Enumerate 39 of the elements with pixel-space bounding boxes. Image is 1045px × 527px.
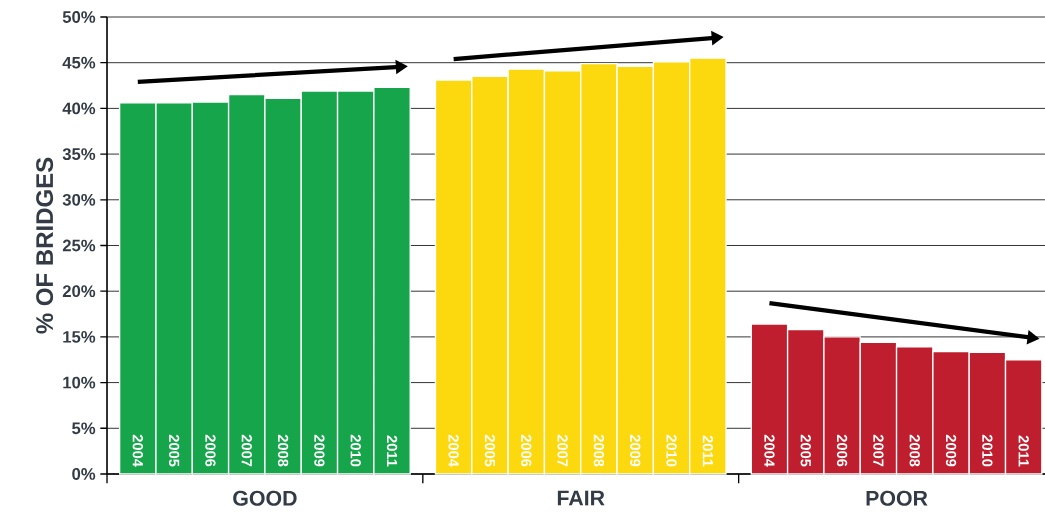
text: 2010 — [982, 434, 993, 467]
y-tick-label: 5% — [72, 422, 96, 435]
x-tick-label: POOR — [866, 490, 928, 506]
y-tick-label: 20% — [62, 285, 96, 298]
series-label: 2010 — [350, 434, 361, 467]
text: 2006 — [836, 434, 848, 467]
y-tick-label: 45% — [62, 56, 96, 69]
text: 2006 — [521, 434, 532, 467]
text: 2007 — [557, 434, 568, 467]
y-tick-label: 40% — [62, 102, 96, 115]
text: 2010 — [666, 434, 677, 467]
y-tick-label: 35% — [62, 148, 96, 161]
text: 2005 — [484, 434, 496, 467]
y-tick-label: 15% — [63, 331, 96, 343]
series-label: 2006 — [205, 434, 216, 467]
series-label: 2011 — [386, 435, 398, 467]
text: 2011 — [1018, 435, 1029, 467]
text: 2005 — [800, 434, 811, 467]
text: 2008 — [593, 434, 605, 467]
series-label: 2007 — [241, 434, 252, 467]
y-tick-label: 10% — [63, 376, 96, 389]
text: 2009 — [630, 434, 641, 467]
y-tick-label: 0% — [72, 468, 96, 480]
y-tick-label: 50% — [62, 11, 96, 23]
series-label: 2009 — [314, 434, 325, 467]
x-tick-label: GOOD — [233, 490, 297, 506]
text: 2007 — [873, 434, 884, 467]
y-tick-label: 30% — [62, 193, 96, 206]
text: 2004 — [448, 434, 459, 467]
text: 2009 — [945, 434, 957, 467]
series-label: 2004 — [132, 434, 143, 467]
series-label: 2008 — [277, 434, 289, 467]
text: 2004 — [764, 434, 775, 467]
text: 2008 — [909, 434, 920, 467]
x-tick-label: FAIR — [557, 490, 605, 506]
y-tick-label: 25% — [62, 239, 96, 252]
y-axis-title: % OF BRIDGES — [36, 157, 54, 334]
text: 2011 — [702, 435, 714, 467]
series-label: 2005 — [168, 434, 180, 467]
